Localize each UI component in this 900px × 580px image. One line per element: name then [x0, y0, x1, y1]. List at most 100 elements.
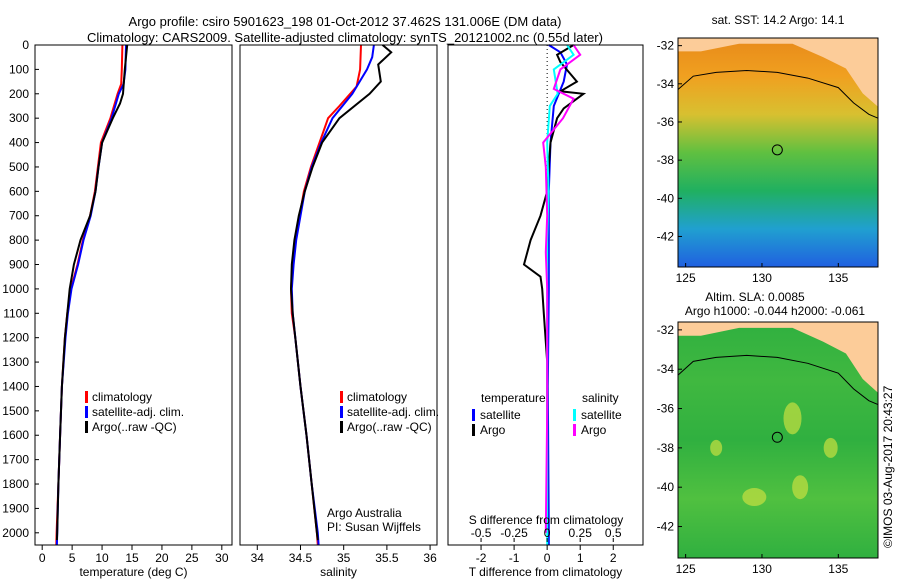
legend-swatch [573, 409, 576, 421]
map-panel-1: -32 -34 -36 -38 -40 -42 125 130 135 sat. SST: 14.… [657, 13, 879, 285]
y-tick-label: 1300 [2, 355, 29, 369]
y-tick-label: 500 [9, 160, 29, 174]
y-tick-label: 1900 [2, 501, 29, 515]
lat-tick-label: -42 [657, 520, 675, 534]
lat-tick-label: -32 [657, 39, 675, 53]
series-line-satellite-adj-clim- [55, 44, 127, 546]
legend-swatch [85, 406, 88, 418]
x-axis-label: temperature (deg C) [79, 565, 187, 579]
map-panel-2: -32 -34 -36 -38 -40 -42 125 130 135 Altim. SLA: 0… [657, 290, 879, 576]
bathymetry-contour [677, 354, 879, 406]
legend-label: Argo(..raw -QC) [347, 420, 432, 434]
lat-tick-label: -38 [657, 153, 675, 167]
legend-label: satellite [480, 408, 521, 422]
map-title-sst: sat. SST: 14.2 Argo: 14.1 [712, 13, 845, 27]
sla-anomaly-blob [823, 437, 838, 458]
x-tick-label: 0 [39, 551, 46, 565]
x-tick-label: 34.5 [289, 551, 313, 565]
x-tick-label: 15 [125, 551, 139, 565]
y-tick-label: 300 [9, 111, 29, 125]
legend-swatch [472, 424, 475, 436]
lat-tick-label: -40 [657, 480, 675, 494]
legend-swatch [573, 424, 576, 436]
lon-tick-label: 130 [752, 271, 772, 285]
land-mass [678, 322, 878, 393]
y-tick-label: 800 [9, 233, 29, 247]
map-frame [677, 37, 879, 268]
x-tick-label: -1 [509, 551, 520, 565]
y-tick-label: 1000 [2, 282, 29, 296]
legend-label: satellite-adj. clim. [347, 405, 439, 419]
lat-tick-label: -36 [657, 402, 675, 416]
argo-float-marker [771, 431, 783, 443]
legend-swatch [340, 406, 343, 418]
y-tick-label: 1800 [2, 477, 29, 491]
x-tick-label: -2 [476, 551, 487, 565]
x-tick-label: 1 [577, 551, 584, 565]
y-tick-label: 1400 [2, 379, 29, 393]
map-field [678, 38, 878, 267]
x-tick-label: 20 [155, 551, 169, 565]
x-tick-label: 34 [251, 551, 265, 565]
x-tick-label: 35 [337, 551, 351, 565]
legend-swatch [340, 391, 343, 403]
legend-swatch [85, 421, 88, 433]
y-tick-label: 2000 [2, 526, 29, 540]
series-line-argo-raw-qc- [289, 44, 393, 541]
x-axis-label: salinity [320, 565, 357, 579]
y-tick-label: 1600 [2, 428, 29, 442]
plot-frame [34, 44, 233, 546]
map-title-argo-height: Argo h1000: -0.044 h2000: -0.061 [685, 304, 865, 318]
lat-tick-label: -34 [657, 362, 675, 376]
x-tick-label: 30 [215, 551, 229, 565]
y-tick-label: 1700 [2, 453, 29, 467]
y-tick-label: 1500 [2, 404, 29, 418]
legend-label: Argo [480, 423, 506, 437]
x-tick-label: 36 [423, 551, 437, 565]
lon-tick-label: 125 [676, 271, 696, 285]
series-line-s-argo [542, 44, 582, 533]
legend-label: satellite-adj. clim. [92, 405, 184, 419]
y-tick-label: 200 [9, 87, 29, 101]
legend-swatch [85, 391, 88, 403]
series-line-argo-raw-qc- [55, 44, 129, 541]
legend-swatch [472, 409, 475, 421]
x-tick-label: 25 [185, 551, 199, 565]
plot-frame [239, 44, 438, 546]
x2-tick-label: -0.25 [500, 526, 528, 540]
x2-tick-label: 0 [544, 526, 551, 540]
y-tick-label: 600 [9, 184, 29, 198]
legend-header-salinity: salinity [582, 391, 619, 405]
x-tick-label: 10 [95, 551, 109, 565]
series-line-satellite-adj-clim- [290, 44, 375, 546]
legend-label: satellite [581, 408, 622, 422]
map-title-sla: Altim. SLA: 0.0085 [705, 290, 805, 304]
lon-tick-label: 130 [752, 562, 772, 576]
legend-label: Argo(..raw -QC) [92, 420, 177, 434]
x2-axis-label: S difference from climatology [469, 513, 624, 527]
map-panels: -32 -34 -36 -38 -40 -42 125 130 135 sat. SST: 14.… [657, 13, 879, 576]
plot-frame [447, 44, 644, 546]
y-tick-label: 0 [22, 38, 29, 52]
lon-tick-label: 125 [676, 562, 696, 576]
y-tick-label: 400 [9, 136, 29, 150]
title-line-2: Climatology: CARS2009. Satellite-adjuste… [87, 30, 603, 45]
map-field [678, 322, 878, 558]
land-mass [678, 38, 878, 107]
sla-anomaly-blob [792, 475, 809, 500]
bathymetry-contour [677, 69, 879, 119]
lon-tick-label: 135 [828, 271, 848, 285]
argo-float-marker [771, 144, 783, 156]
title-line-1: Argo profile: csiro 5901623_198 01-Oct-2… [129, 14, 562, 29]
x-tick-label: 2 [610, 551, 617, 565]
x-tick-label: 5 [69, 551, 76, 565]
profile-panel-3: -2 -1 0 1 2T difference from climatology temp… [447, 44, 644, 579]
sla-anomaly-blob [742, 488, 767, 507]
lat-tick-label: -40 [657, 191, 675, 205]
y-tick-label: 100 [9, 62, 29, 76]
lat-tick-label: -42 [657, 229, 675, 243]
sla-anomaly-blob [710, 439, 723, 456]
profile-panel-2: 34 34.5 35 35.5 36 salinity climatologysatelli… [239, 44, 439, 579]
y-tick-label: 1100 [3, 306, 29, 320]
